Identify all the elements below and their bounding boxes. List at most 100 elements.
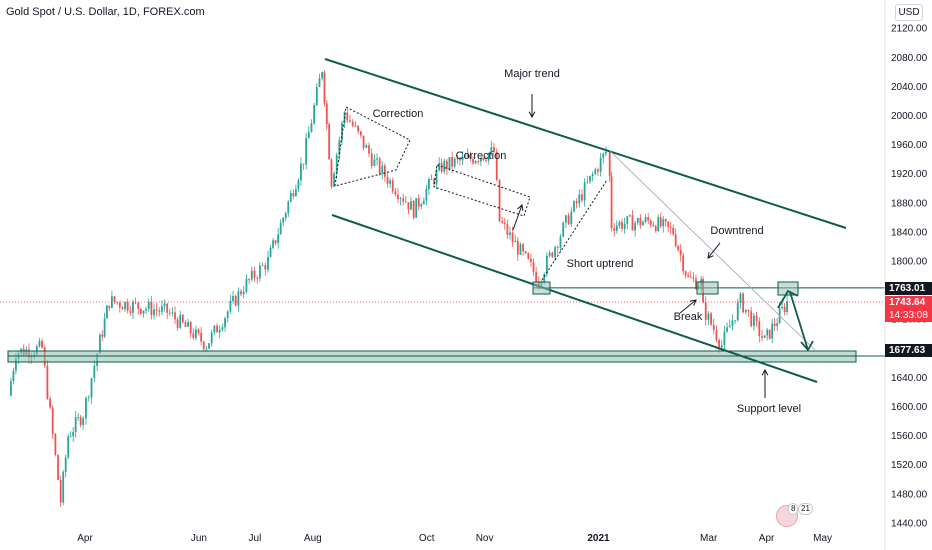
candle-body bbox=[10, 381, 12, 396]
events-badge[interactable]: 8 21 bbox=[776, 503, 813, 527]
candle-body bbox=[689, 276, 692, 278]
candle-body bbox=[720, 345, 723, 348]
candle-body bbox=[210, 332, 213, 344]
candle-body bbox=[402, 198, 405, 202]
candle-body bbox=[422, 200, 425, 205]
candle-body bbox=[495, 151, 498, 180]
candle-body bbox=[586, 181, 589, 183]
candle-body bbox=[373, 159, 376, 166]
candle-body bbox=[456, 158, 459, 160]
candle-body bbox=[310, 123, 313, 133]
pointer-arrowhead bbox=[528, 111, 536, 119]
channel-lower-line bbox=[331, 214, 818, 383]
price-tick-label: 1880.00 bbox=[891, 198, 928, 209]
candle-body bbox=[213, 325, 216, 333]
support-price-tag: 1677.63 bbox=[885, 344, 932, 357]
candle-body bbox=[394, 191, 397, 195]
annotation-label: Break bbox=[674, 311, 703, 323]
time-axis[interactable]: Apr Jun Jul Aug Oct Nov 2021 Mar Apr May bbox=[77, 533, 832, 544]
candle-body bbox=[62, 471, 65, 503]
candle-body bbox=[74, 417, 77, 433]
candle-body bbox=[649, 220, 652, 226]
candle-body bbox=[578, 194, 581, 204]
candle-body bbox=[391, 180, 394, 192]
candle-body bbox=[184, 322, 187, 327]
candle-body bbox=[46, 365, 49, 399]
candle-body bbox=[269, 247, 272, 257]
price-tick-label: 1600.00 bbox=[891, 402, 928, 413]
time-tick-label: Mar bbox=[700, 533, 718, 544]
candle-body bbox=[530, 258, 532, 263]
candle-body bbox=[267, 256, 269, 270]
candle-body bbox=[672, 227, 675, 235]
candle-body bbox=[479, 158, 482, 162]
candle-body bbox=[64, 457, 67, 472]
time-tick-label: Aug bbox=[304, 533, 322, 544]
candle-body bbox=[59, 480, 62, 503]
candle-body bbox=[264, 264, 267, 270]
time-tick-label: Jun bbox=[191, 533, 207, 544]
candle-body bbox=[139, 308, 142, 314]
candle-body bbox=[415, 198, 418, 218]
candle-body bbox=[771, 323, 774, 339]
candle-body bbox=[570, 211, 573, 225]
candle-body bbox=[742, 293, 745, 313]
candle-body bbox=[654, 226, 657, 231]
candle-body bbox=[621, 221, 623, 229]
candle-body bbox=[289, 192, 292, 202]
candle-body bbox=[469, 154, 472, 159]
candle-body bbox=[440, 162, 443, 172]
candle-body bbox=[692, 277, 695, 279]
candle-body bbox=[216, 325, 218, 333]
projection-up-arrow bbox=[777, 289, 799, 309]
candle-body bbox=[634, 222, 637, 231]
candle-body bbox=[667, 221, 670, 227]
candle-body bbox=[82, 418, 85, 426]
candle-body bbox=[420, 204, 423, 207]
candle-body bbox=[704, 302, 707, 320]
candle-body bbox=[477, 161, 480, 162]
annotation-label: Correction bbox=[456, 150, 507, 162]
candle-body bbox=[631, 215, 634, 231]
price-tick-label: 1800.00 bbox=[891, 257, 928, 268]
candle-body bbox=[734, 320, 736, 322]
currency-button[interactable]: USD bbox=[895, 4, 923, 21]
candle-body bbox=[739, 293, 742, 303]
candle-body bbox=[284, 213, 287, 218]
candle-body bbox=[218, 329, 221, 333]
candle-body bbox=[49, 398, 51, 408]
candle-body bbox=[605, 151, 607, 154]
candle-body bbox=[272, 240, 274, 248]
projection-down-arrow bbox=[789, 291, 809, 351]
candle-body bbox=[93, 365, 96, 379]
candle-body bbox=[581, 194, 583, 201]
candle-body bbox=[744, 309, 747, 313]
correction-triangle bbox=[334, 106, 411, 187]
candle-body bbox=[72, 432, 75, 437]
candle-body bbox=[362, 135, 365, 148]
candle-body bbox=[412, 201, 415, 218]
candle-body bbox=[240, 291, 242, 295]
price-axis[interactable]: 1440.00 1480.00 1520.00 1560.00 1600.00 1640.… bbox=[884, 0, 928, 550]
candle-body bbox=[237, 291, 240, 306]
candle-body bbox=[428, 179, 430, 190]
candle-body bbox=[677, 246, 680, 251]
candle-body bbox=[583, 182, 586, 201]
candle-body bbox=[250, 270, 253, 280]
candle-body bbox=[506, 224, 509, 235]
candle-body bbox=[35, 346, 38, 355]
candle-body bbox=[205, 348, 208, 350]
candle-body bbox=[197, 329, 200, 333]
candle-body bbox=[425, 189, 428, 201]
candle-body bbox=[202, 341, 205, 350]
candle-body bbox=[554, 247, 556, 258]
projection-arrowhead bbox=[800, 340, 814, 352]
candle-body bbox=[565, 215, 567, 223]
candle-body bbox=[376, 158, 378, 160]
candle-body bbox=[674, 234, 677, 247]
candles-layer bbox=[10, 70, 789, 507]
candle-body bbox=[613, 227, 616, 231]
pointer-arrow bbox=[707, 242, 721, 259]
candle-body bbox=[466, 154, 469, 157]
